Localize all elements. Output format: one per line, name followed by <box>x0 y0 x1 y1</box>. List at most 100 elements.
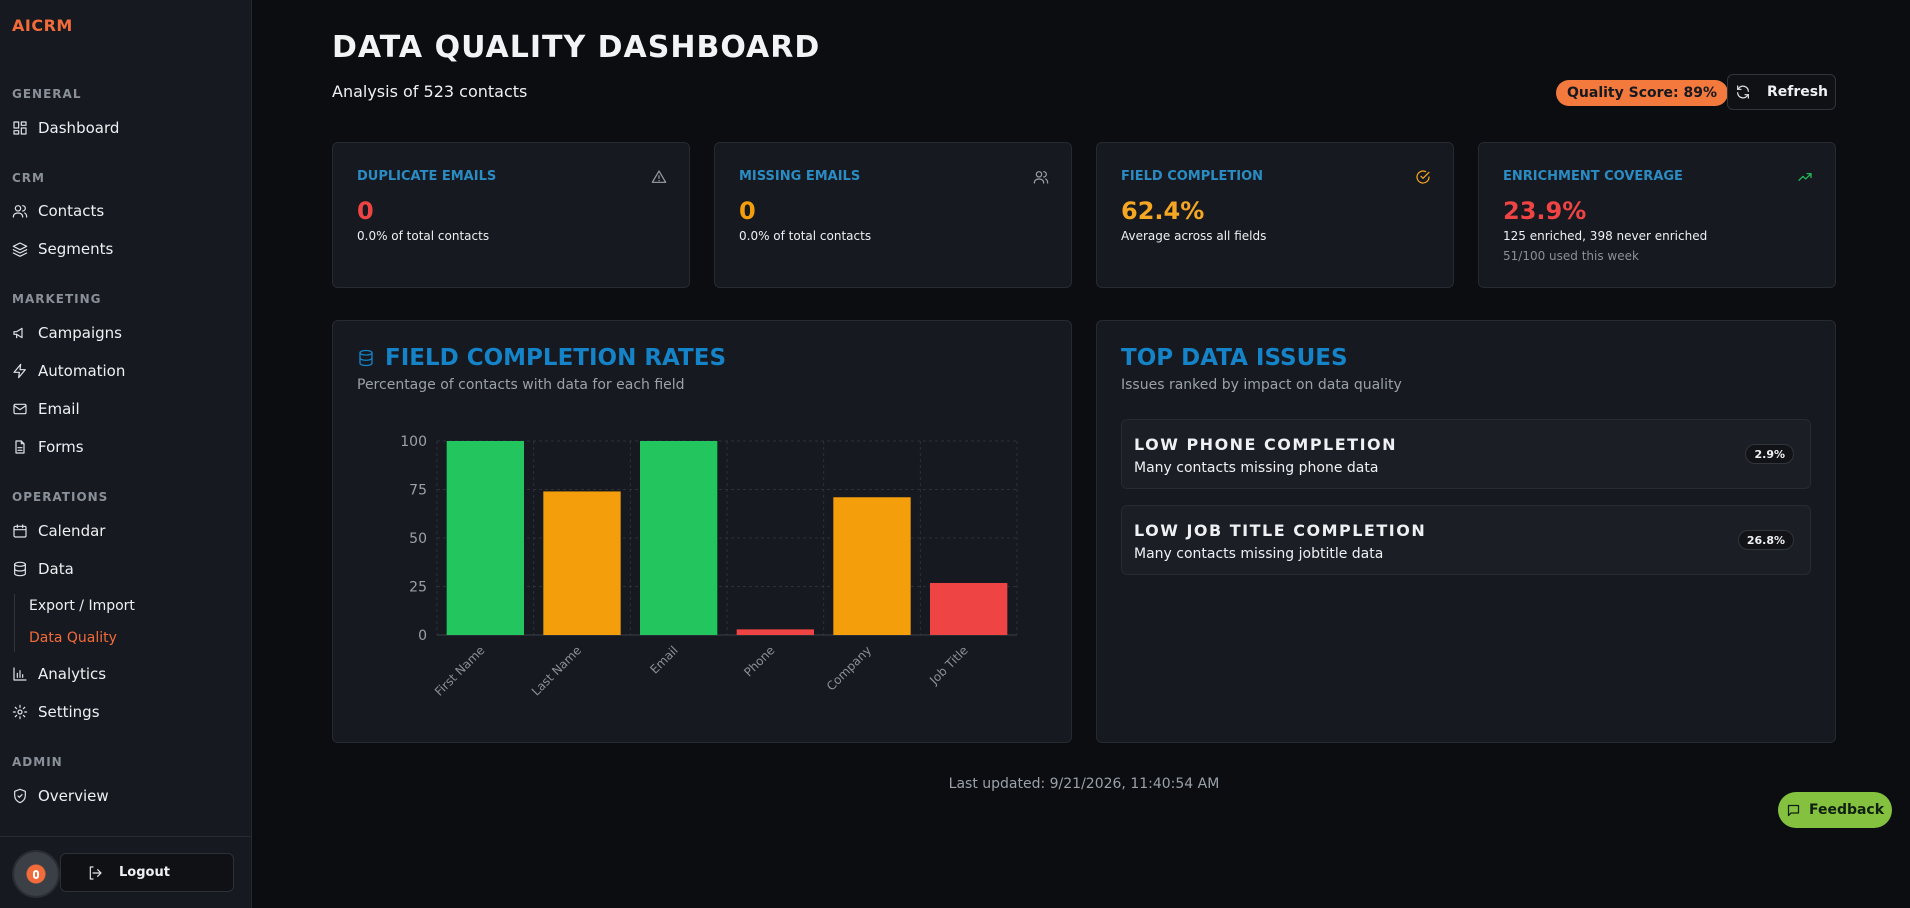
stat-card-enrichment-coverage: ENRICHMENT COVERAGE 23.9% 125 enriched, … <box>1478 142 1836 288</box>
bar-chart-icon <box>13 667 27 681</box>
sidebar-item-contacts[interactable]: Contacts <box>12 196 240 226</box>
sidebar-item-automation[interactable]: Automation <box>12 356 240 386</box>
x-tick-label: Last Name <box>529 643 584 698</box>
refresh-icon <box>1737 85 1749 99</box>
bar <box>833 497 911 635</box>
nav-section-operations: OPERATIONS <box>12 490 109 504</box>
check-circle-icon <box>1416 170 1430 184</box>
database-icon <box>359 349 373 367</box>
trending-up-icon <box>1798 173 1812 181</box>
bar <box>736 629 814 635</box>
sidebar-item-label: Dashboard <box>38 119 120 137</box>
nav-section-admin: ADMIN <box>12 755 63 769</box>
issue-card[interactable]: LOW JOB TITLE COMPLETION Many contacts m… <box>1121 505 1811 575</box>
sidebar-item-label: Email <box>38 400 80 418</box>
y-tick-label: 50 <box>409 531 427 547</box>
sidebar-item-email[interactable]: Email <box>12 394 240 424</box>
x-tick-label: Job Title <box>926 643 971 688</box>
feedback-button[interactable]: Feedback <box>1778 792 1892 828</box>
stat-extra: 51/100 used this week <box>1503 249 1639 263</box>
panel-title-text: FIELD COMPLETION RATES <box>385 345 727 371</box>
sidebar-item-segments[interactable]: Segments <box>12 234 240 264</box>
sidebar-item-campaigns[interactable]: Campaigns <box>12 318 240 348</box>
stat-desc: 0.0% of total contacts <box>739 229 872 243</box>
stat-value: 23.9% <box>1503 197 1587 225</box>
y-tick-label: 0 <box>418 628 427 644</box>
y-tick-label: 25 <box>409 580 427 596</box>
sidebar-item-data-quality[interactable]: Data Quality <box>29 630 117 646</box>
issue-card[interactable]: LOW PHONE COMPLETION Many contacts missi… <box>1121 419 1811 489</box>
refresh-button[interactable]: Refresh <box>1727 74 1836 110</box>
panel-subtitle: Percentage of contacts with data for eac… <box>357 377 685 393</box>
bar <box>930 583 1008 635</box>
bar <box>446 441 524 635</box>
sidebar-item-forms[interactable]: Forms <box>12 432 240 462</box>
brand-logo[interactable]: AICRM <box>12 16 73 35</box>
issue-badge: 2.9% <box>1745 444 1794 464</box>
alert-triangle-icon <box>651 170 667 183</box>
x-tick-label: Phone <box>741 643 777 679</box>
refresh-label: Refresh <box>1766 84 1829 100</box>
panel-title: TOP DATA ISSUES <box>1121 345 1348 371</box>
sidebar-item-label: Data <box>38 560 74 578</box>
megaphone-icon <box>13 327 23 339</box>
file-text-icon <box>15 440 25 454</box>
y-tick-label: 100 <box>400 434 427 450</box>
sidebar-item-overview[interactable]: Overview <box>12 781 240 811</box>
grid-icon <box>13 121 27 135</box>
sidebar-item-label: Analytics <box>38 665 107 683</box>
sidebar-divider <box>0 836 252 837</box>
stat-value: 62.4% <box>1121 197 1205 225</box>
microphone-icon <box>33 869 39 879</box>
page-subtitle: Analysis of 523 contacts <box>332 82 528 101</box>
stat-title: ENRICHMENT COVERAGE <box>1503 169 1683 184</box>
message-square-icon <box>1787 804 1800 816</box>
users-icon <box>1033 171 1049 184</box>
logout-icon <box>89 865 102 880</box>
stat-desc: 125 enriched, 398 never enriched <box>1503 229 1708 243</box>
gear-icon <box>12 704 28 720</box>
stat-value: 0 <box>357 197 374 225</box>
logout-button[interactable]: Logout <box>60 853 234 892</box>
issue-badge: 26.8% <box>1737 530 1794 550</box>
stat-card-missing-emails: MISSING EMAILS 0 0.0% of total contacts <box>714 142 1072 288</box>
stat-card-field-completion: FIELD COMPLETION 62.4% Average across al… <box>1096 142 1454 288</box>
logout-label: Logout <box>119 865 170 880</box>
panel-title: FIELD COMPLETION RATES <box>357 345 726 371</box>
sidebar-item-label: Contacts <box>38 202 105 220</box>
mail-icon <box>13 403 27 415</box>
sidebar-item-label: Automation <box>38 362 126 380</box>
stat-value: 0 <box>739 197 756 225</box>
layers-icon <box>12 242 28 257</box>
sidebar-item-settings[interactable]: Settings <box>12 697 240 727</box>
sidebar-item-data[interactable]: Data <box>12 554 240 584</box>
sidebar-item-label: Campaigns <box>38 324 123 342</box>
x-tick-label: Email <box>647 643 680 676</box>
stat-title: MISSING EMAILS <box>739 169 861 184</box>
sidebar-item-label: Settings <box>38 703 100 721</box>
issue-desc: Many contacts missing phone data <box>1134 460 1379 476</box>
sidebar-item-label: Forms <box>38 438 84 456</box>
top-data-issues-panel: TOP DATA ISSUES Issues ranked by impact … <box>1096 320 1836 743</box>
sidebar: AICRM GENERAL Dashboard CRM Contacts Seg… <box>0 0 252 908</box>
sidebar-item-dashboard[interactable]: Dashboard <box>12 113 240 143</box>
avatar[interactable] <box>14 852 58 896</box>
submenu-rail <box>14 594 15 652</box>
users-icon <box>12 205 28 218</box>
bar <box>543 491 621 635</box>
quality-score-badge: Quality Score: 89% <box>1556 80 1728 106</box>
page-title: DATA QUALITY DASHBOARD <box>332 30 821 65</box>
x-tick-label: First Name <box>432 643 487 698</box>
stat-title: FIELD COMPLETION <box>1121 169 1264 184</box>
panel-subtitle: Issues ranked by impact on data quality <box>1121 377 1402 393</box>
stat-card-duplicate-emails: DUPLICATE EMAILS 0 0.0% of total contact… <box>332 142 690 288</box>
shield-check-icon <box>14 788 26 804</box>
y-tick-label: 75 <box>409 483 427 499</box>
nav-section-marketing: MARKETING <box>12 292 102 306</box>
sidebar-item-calendar[interactable]: Calendar <box>12 516 240 546</box>
sidebar-item-analytics[interactable]: Analytics <box>12 659 240 689</box>
issue-desc: Many contacts missing jobtitle data <box>1134 546 1384 562</box>
sidebar-item-export-import[interactable]: Export / Import <box>29 598 135 614</box>
issue-title: LOW PHONE COMPLETION <box>1134 435 1398 454</box>
nav-section-crm: CRM <box>12 171 45 185</box>
